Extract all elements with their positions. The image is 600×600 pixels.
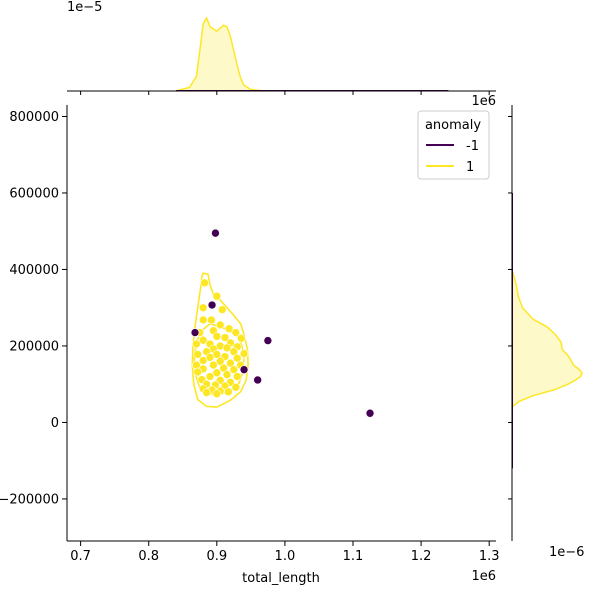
main-plot-area: 0.7 0.8 0.9 1.0 1.1 1.2 1.3 −200000 0 200000 4000… bbox=[0, 94, 500, 586]
legend: anomaly -1 1 bbox=[417, 110, 490, 180]
scatter-point-normal bbox=[215, 356, 225, 366]
scatter-point-anomaly bbox=[253, 375, 262, 385]
scatter-point-anomaly bbox=[190, 328, 200, 337]
top-marginal-density-fill bbox=[176, 18, 265, 91]
scatter-point-anomaly bbox=[211, 228, 220, 238]
scatter-point-normal bbox=[212, 332, 222, 341]
scatter-point-normal bbox=[224, 387, 233, 397]
scatter-point-normal bbox=[212, 368, 222, 378]
right-marginal-ticks bbox=[508, 115, 512, 500]
scatter-point-normal bbox=[198, 303, 208, 313]
legend-label-normal: 1 bbox=[466, 160, 474, 175]
top-marginal-density-line bbox=[175, 16, 265, 92]
scatter-point-normal bbox=[237, 333, 246, 343]
top-marginal-offset-text: 1e−5 bbox=[67, 0, 102, 15]
scatter-point-anomaly bbox=[365, 408, 375, 418]
scatter-point-normal bbox=[212, 291, 222, 301]
x-axis-label: total_length bbox=[242, 571, 320, 586]
scatter-point-normal bbox=[232, 353, 242, 363]
scatter-point-normal bbox=[232, 372, 242, 381]
right-marginal-density-line bbox=[511, 269, 583, 408]
y-tick-label: 200000 bbox=[9, 339, 59, 354]
y-tick-label: 800000 bbox=[9, 110, 59, 125]
y-axis-ticks: −200000 0 200000 400000 600000 800000 bbox=[0, 110, 67, 507]
scatter-point-anomaly bbox=[239, 365, 249, 374]
right-marginal-density-fill bbox=[512, 269, 582, 408]
scatter-point-normal bbox=[212, 389, 222, 399]
scatter-point-normal bbox=[198, 356, 208, 365]
scatter-point-normal bbox=[207, 315, 216, 325]
x-axis-offset-text: 1e6 bbox=[471, 569, 496, 584]
y-tick-label: 400000 bbox=[9, 263, 59, 278]
scatter-point-normal bbox=[222, 343, 232, 353]
kde-contour-outer bbox=[191, 272, 249, 408]
top-marginal-ticks bbox=[80, 91, 490, 95]
legend-label-anomaly: -1 bbox=[466, 139, 479, 154]
scatter-point-normal bbox=[222, 370, 232, 379]
x-tick-label: 0.9 bbox=[206, 549, 227, 564]
scatter-point-normal bbox=[205, 372, 215, 381]
scatter-point-normal bbox=[209, 360, 218, 370]
x-tick-label: 0.7 bbox=[70, 549, 91, 564]
scatter-point-normal bbox=[200, 278, 209, 288]
x-tick-label: 0.8 bbox=[138, 549, 159, 564]
scatter-point-normal bbox=[224, 324, 234, 334]
x-tick-label: 1.3 bbox=[479, 549, 500, 564]
y-tick-label: 0 bbox=[51, 416, 59, 431]
scatter-point-normal bbox=[217, 305, 227, 314]
scatter-series-normal bbox=[192, 278, 249, 399]
y-tick-label: −200000 bbox=[0, 492, 59, 507]
scatter-point-normal bbox=[198, 315, 208, 325]
y-tick-label: 600000 bbox=[9, 186, 59, 201]
scatter-point-normal bbox=[192, 339, 201, 349]
scatter-series-anomaly bbox=[190, 228, 375, 418]
scatter-point-anomaly bbox=[207, 300, 217, 310]
scatter-point-normal bbox=[229, 365, 239, 374]
scatter-point-normal bbox=[193, 367, 203, 377]
scatter-point-normal bbox=[202, 388, 211, 397]
scatter-point-normal bbox=[231, 382, 241, 392]
x-axis-ticks: 0.7 0.8 0.9 1.0 1.1 1.2 1.3 bbox=[70, 541, 500, 564]
scatter-point-normal bbox=[239, 349, 249, 358]
y-axis-offset-text: 1e6 bbox=[471, 94, 496, 109]
scatter-point-normal bbox=[215, 320, 225, 330]
scatter-point-normal bbox=[193, 350, 203, 359]
x-tick-label: 1.0 bbox=[275, 549, 296, 564]
x-tick-label: 1.2 bbox=[411, 549, 432, 564]
scatter-point-normal bbox=[220, 333, 230, 342]
top-marginal-panel: 1e−5 bbox=[67, 0, 496, 95]
scatter-point-anomaly bbox=[263, 336, 273, 345]
legend-title: anomaly bbox=[425, 118, 481, 133]
x-tick-label: 1.1 bbox=[343, 549, 364, 564]
scatter-point-normal bbox=[198, 335, 208, 345]
right-marginal-offset-text: 1e−6 bbox=[549, 545, 584, 560]
right-marginal-panel: 1e−6 bbox=[508, 105, 584, 560]
scatter-point-normal bbox=[231, 328, 241, 337]
